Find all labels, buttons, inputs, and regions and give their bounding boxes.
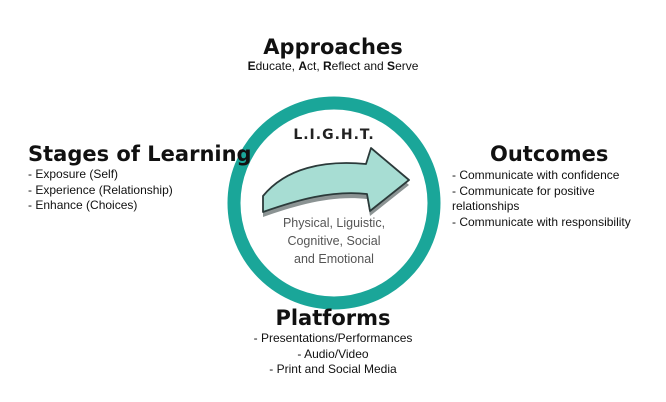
arrow-body xyxy=(262,147,410,213)
approaches-initial: S xyxy=(387,59,396,73)
outcomes-list: Communicate with confidence Communicate … xyxy=(452,168,657,230)
list-item: Presentations/Performances xyxy=(0,331,666,347)
approaches-word-rest: ct, xyxy=(306,59,323,73)
center-description: Physical, Liguistic, Cognitive, Social a… xyxy=(282,216,386,266)
list-item: Communicate for positive relationships xyxy=(452,184,657,215)
list-item: Print and Social Media xyxy=(0,362,666,378)
approaches-subtitle: Educate, Act, Reflect and Serve xyxy=(0,58,666,74)
arrow-right-icon xyxy=(262,147,410,217)
approaches-word-rest: eflect and xyxy=(331,59,388,73)
approaches-word-rest: erve xyxy=(395,59,419,73)
platforms-list: Presentations/Performances Audio/Video P… xyxy=(0,331,666,378)
list-item: Audio/Video xyxy=(0,347,666,363)
outcomes-title: Outcomes xyxy=(490,142,609,166)
list-item: Communicate with responsibility xyxy=(452,215,657,231)
list-item: Exposure (Self) xyxy=(28,167,173,183)
stages-list: Exposure (Self) Experience (Relationship… xyxy=(28,167,173,214)
platforms-title: Platforms xyxy=(275,306,391,330)
approaches-initial: E xyxy=(247,59,256,73)
approaches-title: Approaches xyxy=(263,35,403,59)
center-ring xyxy=(227,96,441,310)
list-item: Experience (Relationship) xyxy=(28,183,172,199)
list-item: Enhance (Choices) xyxy=(28,198,173,214)
center-title: L.I.G.H.T. xyxy=(293,127,375,143)
approaches-initial: R xyxy=(323,59,332,73)
approaches-word-rest: ducate, xyxy=(255,59,299,73)
approaches-initial: A xyxy=(298,59,307,73)
stages-title: Stages of Learning xyxy=(28,142,252,166)
list-item: Communicate with confidence xyxy=(452,168,657,184)
